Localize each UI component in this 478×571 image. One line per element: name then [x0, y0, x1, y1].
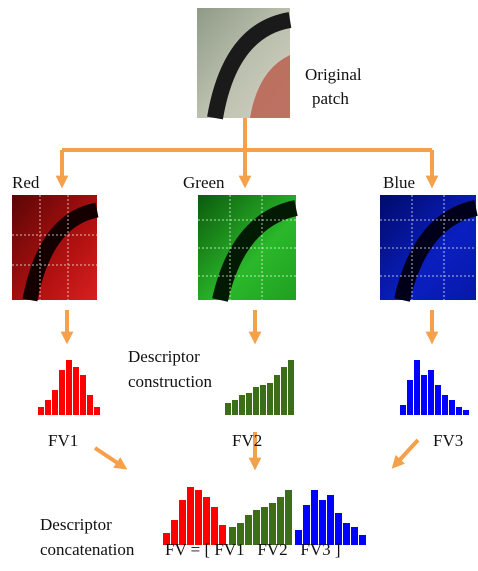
- concat-blue: [295, 490, 367, 545]
- fv-label: FV3: [433, 431, 463, 450]
- original-patch: [197, 8, 290, 118]
- concatenation-label: concatenation: [40, 540, 135, 559]
- construction-label: Descriptor: [128, 347, 200, 366]
- construction-label: construction: [128, 372, 213, 391]
- concatenation-label: Descriptor: [40, 515, 112, 534]
- concat-red: [163, 487, 227, 545]
- green-patch: [198, 195, 296, 300]
- diagram: Original patch Red Green Blue Descriptor: [0, 0, 478, 571]
- channel-label: Green: [183, 173, 225, 192]
- fv-label: FV2: [232, 431, 262, 450]
- fv-label: FV1: [48, 431, 78, 450]
- green-histogram: [225, 360, 295, 415]
- blue-patch: [380, 195, 476, 300]
- original-label: Original: [305, 65, 362, 84]
- original-label: patch: [312, 89, 349, 108]
- concatenation-formula: FV = [ FV1 FV2 FV3 ]: [165, 540, 341, 559]
- red-patch: [12, 195, 97, 300]
- blue-histogram: [400, 360, 470, 415]
- channel-label: Red: [12, 173, 40, 192]
- channel-label: Blue: [383, 173, 415, 192]
- red-histogram: [38, 360, 101, 415]
- concat-green: [229, 490, 293, 545]
